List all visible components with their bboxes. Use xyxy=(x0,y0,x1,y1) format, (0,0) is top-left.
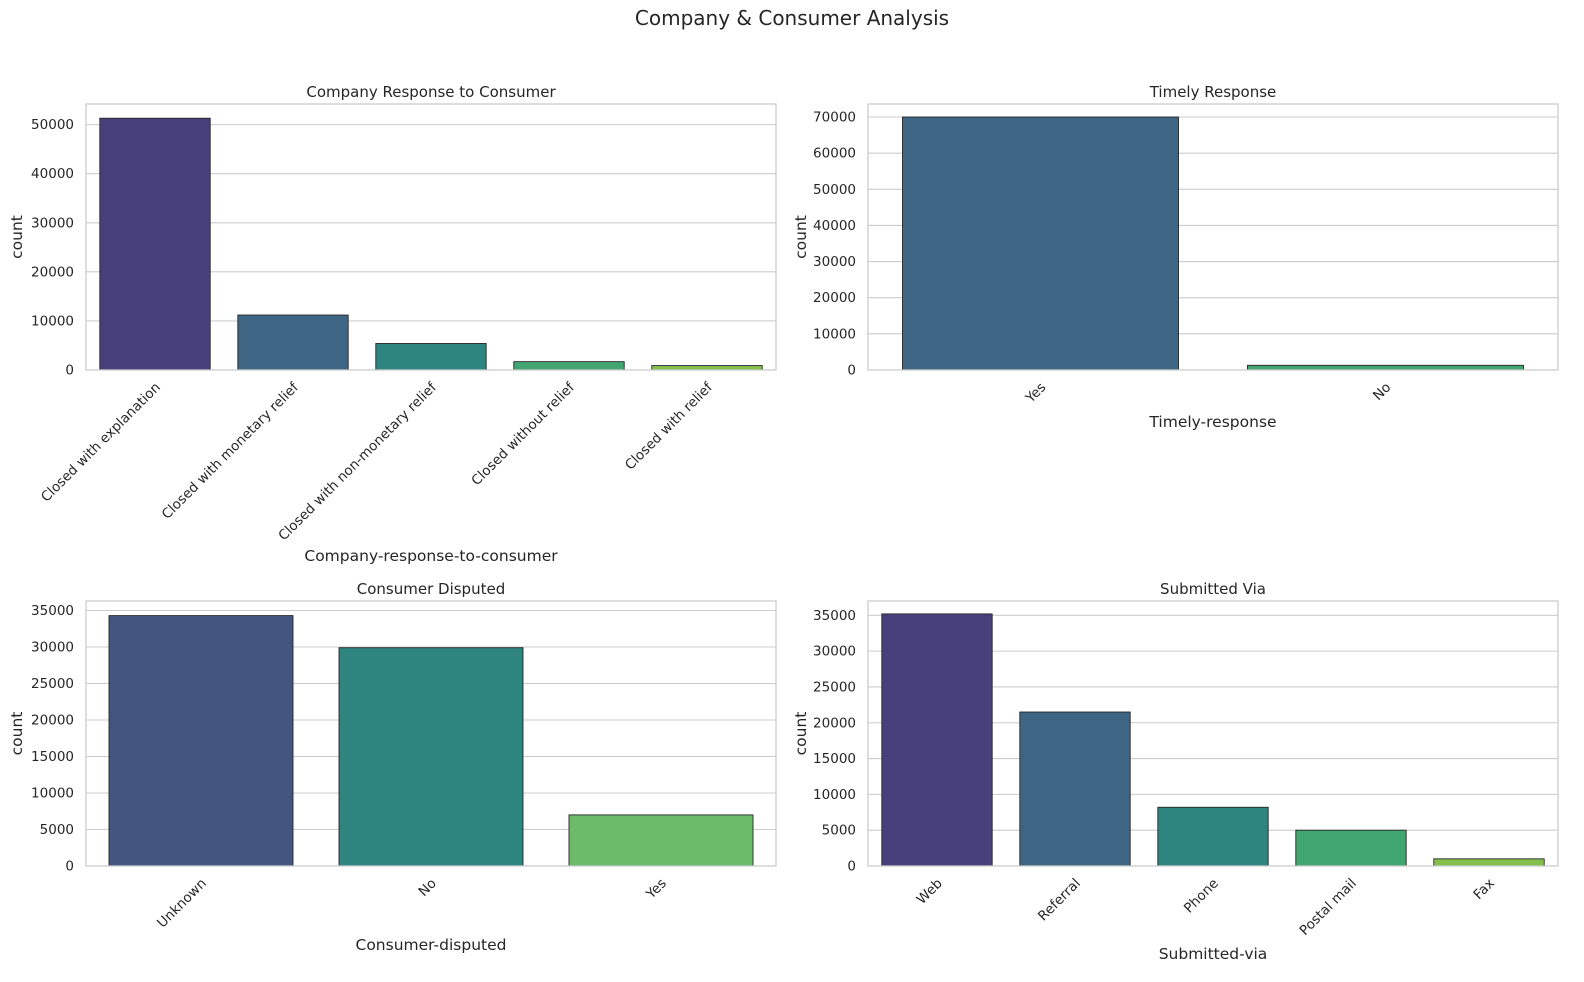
y-tick-label: 10000 xyxy=(813,326,856,342)
bar-closed-without-relief xyxy=(513,361,625,371)
y-tick-label: 25000 xyxy=(31,676,74,692)
x-tick-label: Yes xyxy=(642,876,669,903)
plot-frame xyxy=(85,103,777,371)
subplot-4: 0 5000 10000 15000 20000 25000 30000 35000 Web Re… xyxy=(792,580,1559,963)
x-tick-label: Phone xyxy=(1181,876,1222,917)
y-tick-label: 10000 xyxy=(31,313,74,329)
y-tick-label: 35000 xyxy=(31,603,74,619)
y-tick-label: 0 xyxy=(847,363,856,379)
plot-frame xyxy=(85,600,777,867)
y-tick-label: 15000 xyxy=(31,749,74,765)
bar-no xyxy=(338,647,524,867)
y-axis-label: count xyxy=(792,215,810,259)
x-tick-label: Closed without relief xyxy=(468,379,578,489)
x-tick-label: Postal mail xyxy=(1297,876,1360,939)
subplot-2: 0 10000 20000 30000 40000 50000 60000 70000 Yes N… xyxy=(792,83,1559,431)
y-tick-label: 5000 xyxy=(822,823,856,839)
bar-yes xyxy=(568,814,754,867)
y-tick-label: 20000 xyxy=(31,264,74,280)
y-tick-label: 50000 xyxy=(813,182,856,198)
subplot-title: Consumer Disputed xyxy=(357,580,505,598)
bar-yes xyxy=(902,116,1179,371)
y-tick-label: 40000 xyxy=(813,218,856,234)
y-tick-label: 40000 xyxy=(31,166,74,182)
plot-frame xyxy=(867,600,1559,867)
y-tick-label: 15000 xyxy=(813,751,856,767)
y-tick-label: 60000 xyxy=(813,146,856,162)
bar-closed-with-explanation xyxy=(99,117,211,371)
x-axis-label: Timely-response xyxy=(1148,413,1276,431)
y-tick-label: 20000 xyxy=(31,712,74,728)
plot-frame xyxy=(867,103,1559,371)
bar-postal-mail xyxy=(1295,829,1407,867)
x-axis-label: Consumer-disputed xyxy=(356,936,507,954)
y-tick-label: 30000 xyxy=(31,639,74,655)
x-tick-label: Fax xyxy=(1470,876,1497,903)
x-tick-label: Referral xyxy=(1035,876,1084,925)
y-axis-label: count xyxy=(8,215,26,259)
subplot-title: Submitted Via xyxy=(1160,580,1266,598)
y-tick-label: 30000 xyxy=(813,644,856,660)
x-tick-label: Closed with monetary relief xyxy=(159,379,303,523)
bar-fax xyxy=(1433,858,1545,867)
y-tick-label: 5000 xyxy=(40,822,74,838)
bar-phone xyxy=(1157,806,1269,867)
y-tick-label: 10000 xyxy=(813,787,856,803)
y-axis-label: count xyxy=(792,712,810,756)
bar-no xyxy=(1247,364,1524,371)
subplot-1: 0 10000 20000 30000 40000 50000 Closed with ex… xyxy=(8,83,777,565)
x-tick-label: Web xyxy=(914,876,946,908)
y-tick-label: 20000 xyxy=(813,290,856,306)
bar-web xyxy=(881,613,993,867)
y-tick-label: 0 xyxy=(65,859,74,875)
y-tick-label: 25000 xyxy=(813,679,856,695)
y-tick-label: 70000 xyxy=(813,110,856,126)
y-tick-label: 10000 xyxy=(31,785,74,801)
x-tick-label: Yes xyxy=(1022,380,1049,407)
y-tick-label: 35000 xyxy=(813,608,856,624)
x-tick-label: No xyxy=(1370,380,1394,404)
bar-closed-with-non-monetary-relief xyxy=(375,343,487,371)
y-tick-label: 30000 xyxy=(31,215,74,231)
subplot-3: 0 5000 10000 15000 20000 25000 30000 35000 Unkno… xyxy=(8,580,777,954)
subplot-title: Company Response to Consumer xyxy=(306,83,556,101)
y-tick-label: 30000 xyxy=(813,254,856,270)
x-tick-label: No xyxy=(416,876,440,900)
y-tick-label: 20000 xyxy=(813,715,856,731)
x-tick-label: Closed with relief xyxy=(622,379,717,474)
y-tick-label: 0 xyxy=(847,859,856,875)
x-tick-label: Closed with non-monetary relief xyxy=(275,379,440,544)
x-tick-label: Closed with explanation xyxy=(38,380,164,506)
y-axis-label: count xyxy=(8,712,26,756)
bar-unknown xyxy=(108,615,294,867)
y-tick-label: 0 xyxy=(65,363,74,379)
x-axis-label: Company-response-to-consumer xyxy=(304,547,558,565)
subplot-title: Timely Response xyxy=(1149,83,1277,101)
bar-closed-with-monetary-relief xyxy=(237,314,349,371)
y-tick-label: 50000 xyxy=(31,117,74,133)
bar-referral xyxy=(1019,711,1131,867)
bar-closed-with-relief xyxy=(651,365,763,371)
x-tick-label: Unknown xyxy=(154,876,210,932)
x-axis-label: Submitted-via xyxy=(1159,945,1268,963)
figure-title: Company & Consumer Analysis xyxy=(635,6,949,30)
